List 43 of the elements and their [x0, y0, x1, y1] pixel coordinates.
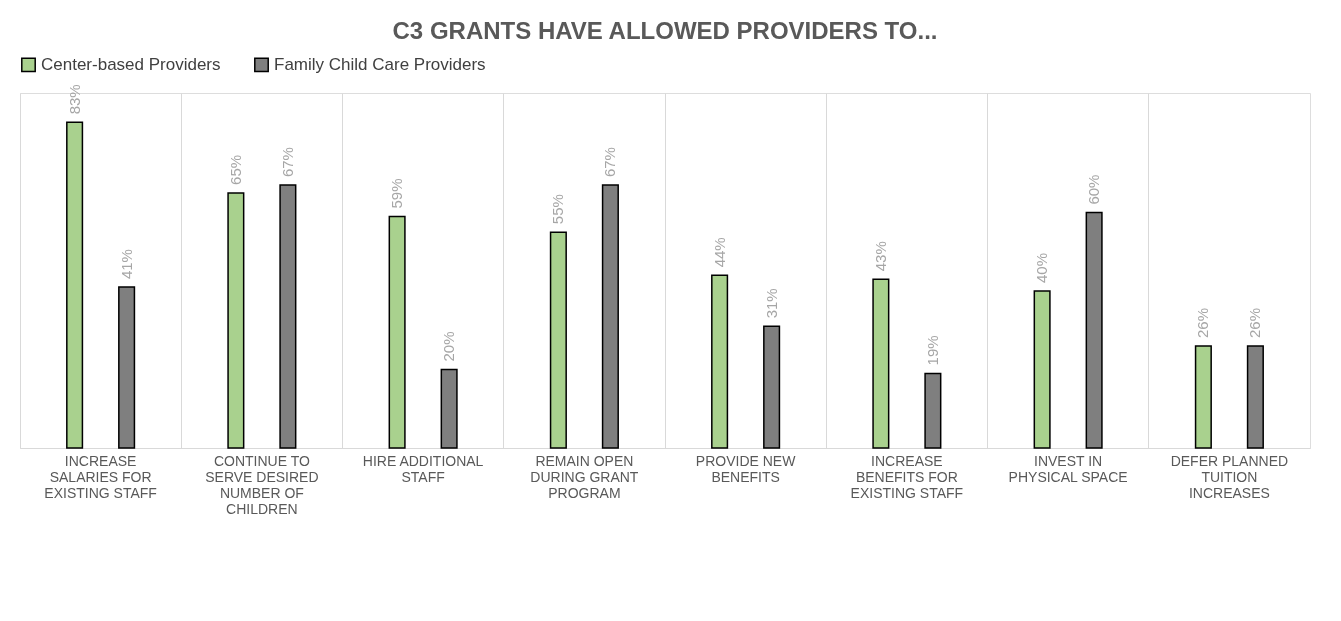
- bar: [1246, 345, 1264, 449]
- bar: [66, 121, 84, 449]
- data-label: 26%: [1246, 307, 1264, 338]
- bar: [1085, 211, 1103, 449]
- bar: [1033, 290, 1051, 449]
- data-label: 55%: [549, 194, 567, 225]
- data-label: 59%: [388, 178, 406, 209]
- bar: [763, 325, 781, 449]
- data-label: 31%: [762, 288, 780, 319]
- x-tick-label: INCREASE SALARIES FOR EXISTING STAFF: [44, 452, 157, 501]
- bar: [601, 184, 619, 449]
- data-label: 26%: [1194, 307, 1212, 338]
- data-label: 65%: [226, 154, 244, 185]
- bar: [924, 372, 942, 449]
- bar: [279, 184, 297, 449]
- x-tick-label: REMAIN OPEN DURING GRANT PROGRAM: [530, 452, 639, 501]
- legend-label: Family Child Care Providers: [274, 54, 486, 74]
- x-tick-label: HIRE ADDITIONAL STAFF: [362, 452, 484, 485]
- data-label: 60%: [1085, 174, 1103, 205]
- data-label: 44%: [710, 237, 728, 268]
- x-tick-label: CONTINUE TO SERVE DESIRED NUMBER OF CHILDREN: [205, 452, 319, 517]
- bar: [118, 286, 136, 449]
- bar: [440, 368, 458, 449]
- data-label: 40%: [1033, 253, 1051, 284]
- data-label: 19%: [923, 335, 941, 366]
- bar: [711, 274, 729, 449]
- bar: [388, 215, 406, 449]
- x-tick-label: INVEST IN PHYSICAL SPACE: [1008, 452, 1128, 485]
- bar: [549, 231, 567, 449]
- data-label: 43%: [871, 241, 889, 272]
- legend-label: Center-based Providers: [41, 54, 221, 74]
- x-tick-label: DEFER PLANNED TUITION INCREASES: [1170, 452, 1289, 501]
- data-label: 83%: [65, 84, 83, 115]
- x-tick-label: INCREASE BENEFITS FOR EXISTING STAFF: [850, 452, 964, 501]
- data-label: 20%: [440, 331, 458, 362]
- chart-title: C3 GRANTS HAVE ALLOWED PROVIDERS TO...: [392, 17, 938, 44]
- data-label: 67%: [278, 147, 296, 178]
- bar: [872, 278, 890, 449]
- data-label: 67%: [601, 147, 619, 178]
- bar: [1194, 345, 1212, 449]
- x-tick-label: PROVIDE NEW BENEFITS: [695, 452, 797, 485]
- bar: [227, 192, 245, 449]
- data-label: 41%: [117, 249, 135, 280]
